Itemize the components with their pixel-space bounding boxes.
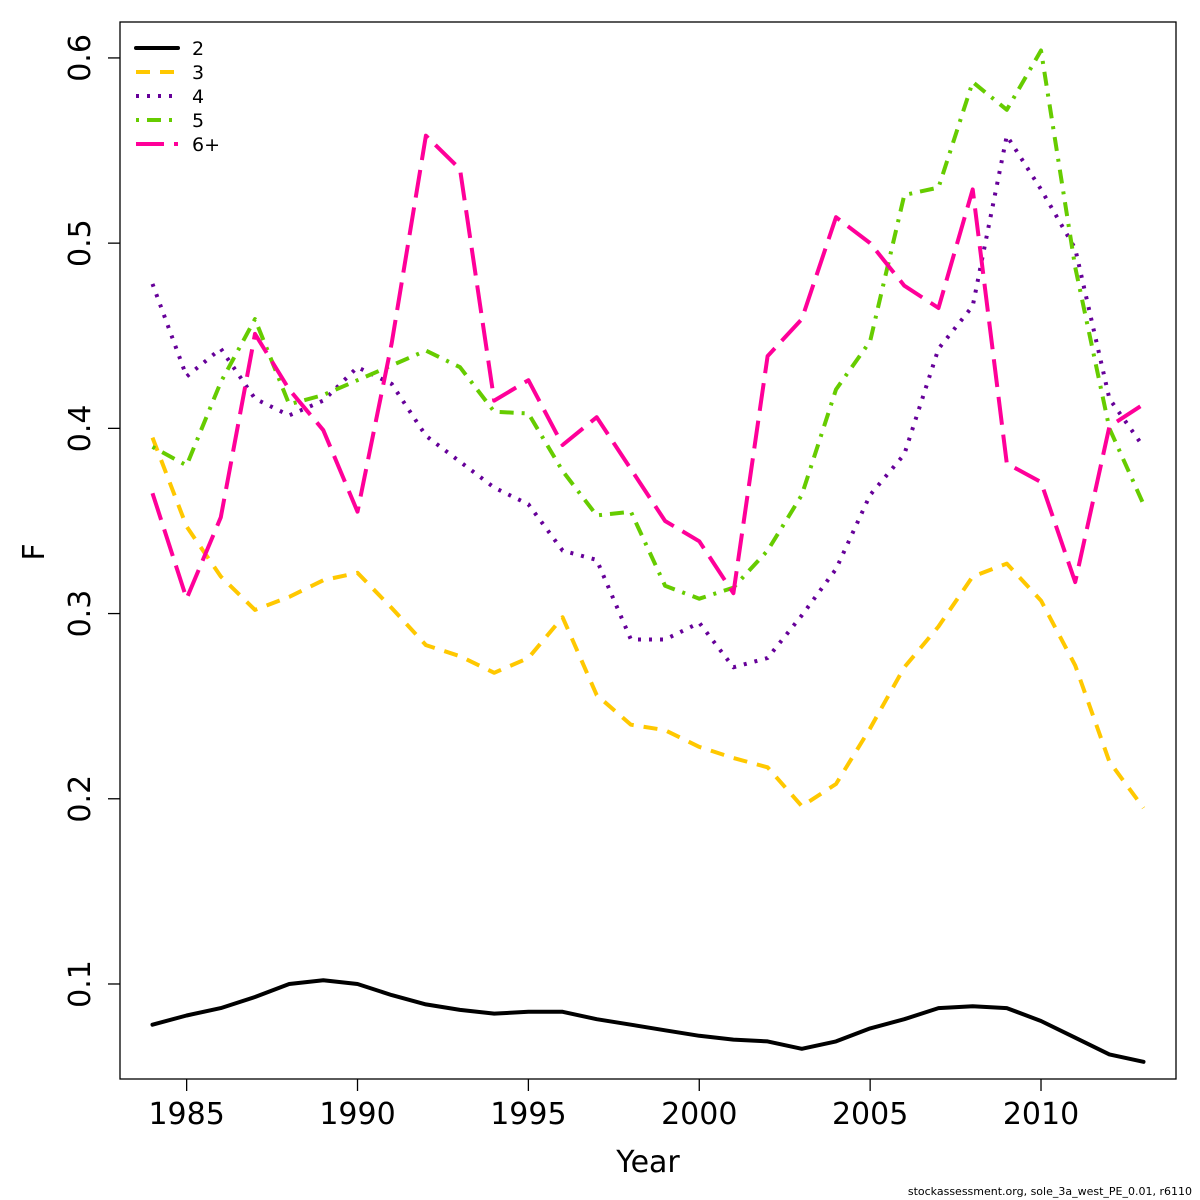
x-tick-label: 2010 xyxy=(1003,1097,1079,1132)
plot-frame xyxy=(119,21,1177,1080)
y-tick-label: 0.5 xyxy=(63,219,98,267)
x-axis-title: Year xyxy=(615,1145,680,1180)
footer-credit: stockassessment.org, sole_3a_west_PE_0.0… xyxy=(907,1185,1192,1198)
x-axis: 1985 1990 1995 2000 2005 2010 xyxy=(148,1079,1079,1132)
series-layer xyxy=(150,48,1146,1064)
series-line-2 xyxy=(150,978,1146,1064)
y-tick-label: 0.3 xyxy=(63,590,98,638)
y-tick-label: 0.6 xyxy=(63,34,98,82)
x-tick-label: 1995 xyxy=(490,1097,566,1132)
y-tick-label: 0.4 xyxy=(63,404,98,452)
x-tick-label: 2000 xyxy=(661,1097,737,1132)
legend-label: 4 xyxy=(192,86,204,108)
x-tick-label: 2005 xyxy=(832,1097,908,1132)
y-tick-label: 0.2 xyxy=(63,775,98,823)
series-line-6plus xyxy=(150,133,1145,601)
legend-label: 2 xyxy=(192,38,204,60)
legend-label: 6+ xyxy=(192,134,220,156)
y-axis: 0.1 0.2 0.3 0.4 0.5 0.6 xyxy=(63,34,120,1008)
series-line-3 xyxy=(150,436,1146,810)
x-tick-label: 1990 xyxy=(319,1097,395,1132)
y-tick-label: 0.1 xyxy=(63,960,98,1008)
y-axis-title: F xyxy=(17,543,52,560)
series-line-5 xyxy=(151,48,1146,601)
legend-label: 5 xyxy=(192,110,204,132)
x-tick-label: 1985 xyxy=(148,1097,224,1132)
legend-label: 3 xyxy=(192,62,204,84)
plot-border xyxy=(119,21,1177,1080)
